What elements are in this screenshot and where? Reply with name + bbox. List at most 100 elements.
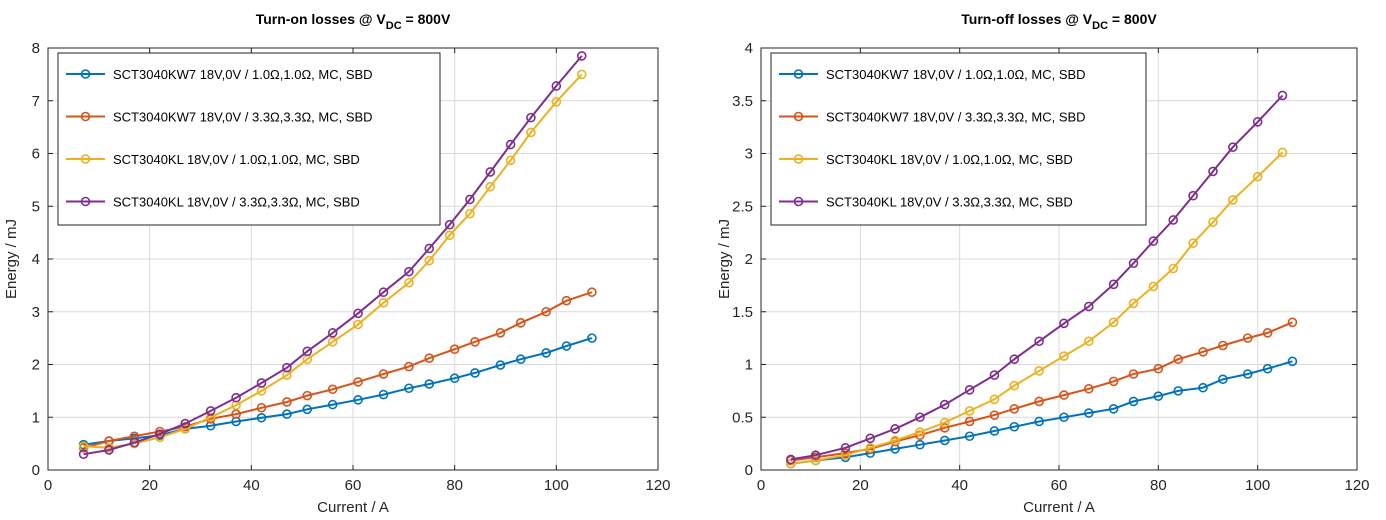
data-point xyxy=(444,230,455,241)
data-point xyxy=(785,454,796,465)
series-3 xyxy=(785,147,1288,469)
data-point xyxy=(576,51,587,61)
data-point xyxy=(1188,190,1198,201)
data-point xyxy=(1228,195,1238,205)
y-tick-label: 2.5 xyxy=(732,198,753,215)
data-point xyxy=(1208,166,1218,177)
legend-entry: SCT3040KW7 18V,0V / 1.0Ω,1.0Ω, MC, SBD xyxy=(66,67,373,82)
legend-label: SCT3040KW7 18V,0V / 3.3Ω,3.3Ω, MC, SBD xyxy=(826,110,1086,125)
data-point xyxy=(424,379,435,389)
legend: SCT3040KW7 18V,0V / 1.0Ω,1.0Ω, MC, SBD SC… xyxy=(770,52,1147,226)
legend-entry: SCT3040KL 18V,0V / 3.3Ω,3.3Ω, MC, SBD xyxy=(779,195,1073,210)
legend-label: SCT3040KL 18V,0V / 3.3Ω,3.3Ω, MC, SBD xyxy=(826,195,1073,210)
data-point xyxy=(840,443,851,453)
data-point xyxy=(205,412,216,423)
legend-entry: SCT3040KW7 18V,0V / 3.3Ω,3.3Ω, MC, SBD xyxy=(779,110,1086,125)
data-point xyxy=(205,406,216,416)
data-point xyxy=(1148,236,1159,246)
data-point xyxy=(470,337,480,347)
y-tick-label: 0 xyxy=(745,462,753,479)
data-point xyxy=(327,337,338,347)
data-point xyxy=(505,155,516,166)
data-point xyxy=(810,455,821,466)
data-point xyxy=(1277,90,1288,101)
legend-marker xyxy=(80,196,91,207)
data-point xyxy=(1228,142,1238,152)
data-point xyxy=(378,287,389,298)
data-point xyxy=(1009,354,1020,365)
data-point xyxy=(282,409,292,419)
y-axis-label: Energy / mJ xyxy=(716,219,733,299)
data-point xyxy=(989,410,1000,420)
data-point xyxy=(256,386,267,396)
data-point xyxy=(1242,369,1253,379)
x-tick-label: 40 xyxy=(243,477,260,494)
series-4 xyxy=(78,51,587,459)
y-tick-label: 1.5 xyxy=(732,304,753,321)
data-point xyxy=(526,127,536,138)
data-point xyxy=(327,328,338,338)
data-point xyxy=(551,97,562,107)
data-point xyxy=(1034,416,1044,427)
data-point xyxy=(1009,404,1020,414)
data-point xyxy=(1148,281,1159,292)
data-point xyxy=(915,439,925,450)
x-tick-label: 20 xyxy=(852,477,869,494)
series-line xyxy=(790,151,1284,465)
data-point xyxy=(404,266,414,277)
y-tick-label: 5 xyxy=(32,198,40,215)
data-point xyxy=(810,450,821,461)
data-point xyxy=(155,429,165,439)
legend-marker xyxy=(793,69,804,79)
series-line xyxy=(790,321,1293,462)
data-point xyxy=(256,402,267,413)
chart-1: 0 20 40 60 80 100 120 0 1 2 3 4 5 6 7 8 Current / A Energ… xyxy=(3,11,671,516)
data-point xyxy=(989,370,1000,380)
data-point xyxy=(1218,374,1228,385)
data-point xyxy=(180,424,191,434)
data-point xyxy=(302,404,313,415)
data-point xyxy=(1252,117,1263,127)
series-line xyxy=(790,94,1284,461)
data-point xyxy=(865,443,876,453)
x-tick-label: 100 xyxy=(544,477,569,494)
data-point xyxy=(129,437,140,448)
data-point xyxy=(465,194,475,205)
y-tick-label: 8 xyxy=(32,40,40,57)
data-point xyxy=(1128,396,1139,407)
data-point xyxy=(1287,356,1298,367)
data-point xyxy=(104,436,114,446)
data-point xyxy=(1059,412,1069,423)
legend-label: SCT3040KW7 18V,0V / 1.0Ω,1.0Ω, MC, SBD xyxy=(113,67,373,82)
data-point xyxy=(915,427,925,437)
data-point xyxy=(587,287,597,298)
data-point xyxy=(353,308,363,319)
data-point xyxy=(1208,217,1218,227)
data-point xyxy=(353,395,363,405)
data-point xyxy=(1287,317,1298,328)
legend-marker xyxy=(80,111,91,122)
y-tick-label: 0 xyxy=(32,462,40,479)
data-point xyxy=(561,295,572,306)
data-point xyxy=(515,354,526,365)
data-point xyxy=(1108,279,1119,290)
data-point xyxy=(1252,171,1263,182)
data-point xyxy=(541,306,551,317)
data-point xyxy=(302,390,313,401)
data-point xyxy=(256,378,267,388)
legend-marker xyxy=(793,154,804,164)
data-point xyxy=(1084,408,1094,418)
data-point xyxy=(939,435,950,446)
data-point xyxy=(541,348,551,358)
data-point xyxy=(378,369,389,379)
data-point xyxy=(231,392,241,403)
legend-label: SCT3040KL 18V,0V / 1.0Ω,1.0Ω, MC, SBD xyxy=(826,152,1073,167)
data-point xyxy=(964,406,975,416)
data-point xyxy=(505,139,516,150)
data-point xyxy=(1173,386,1183,396)
legend-entry: SCT3040KL 18V,0V / 3.3Ω,3.3Ω, MC, SBD xyxy=(66,195,360,210)
data-point xyxy=(1277,147,1288,158)
data-point xyxy=(526,112,536,123)
chart-title: Turn-off losses @ VDC = 800V xyxy=(961,11,1157,32)
data-point xyxy=(1218,340,1228,351)
